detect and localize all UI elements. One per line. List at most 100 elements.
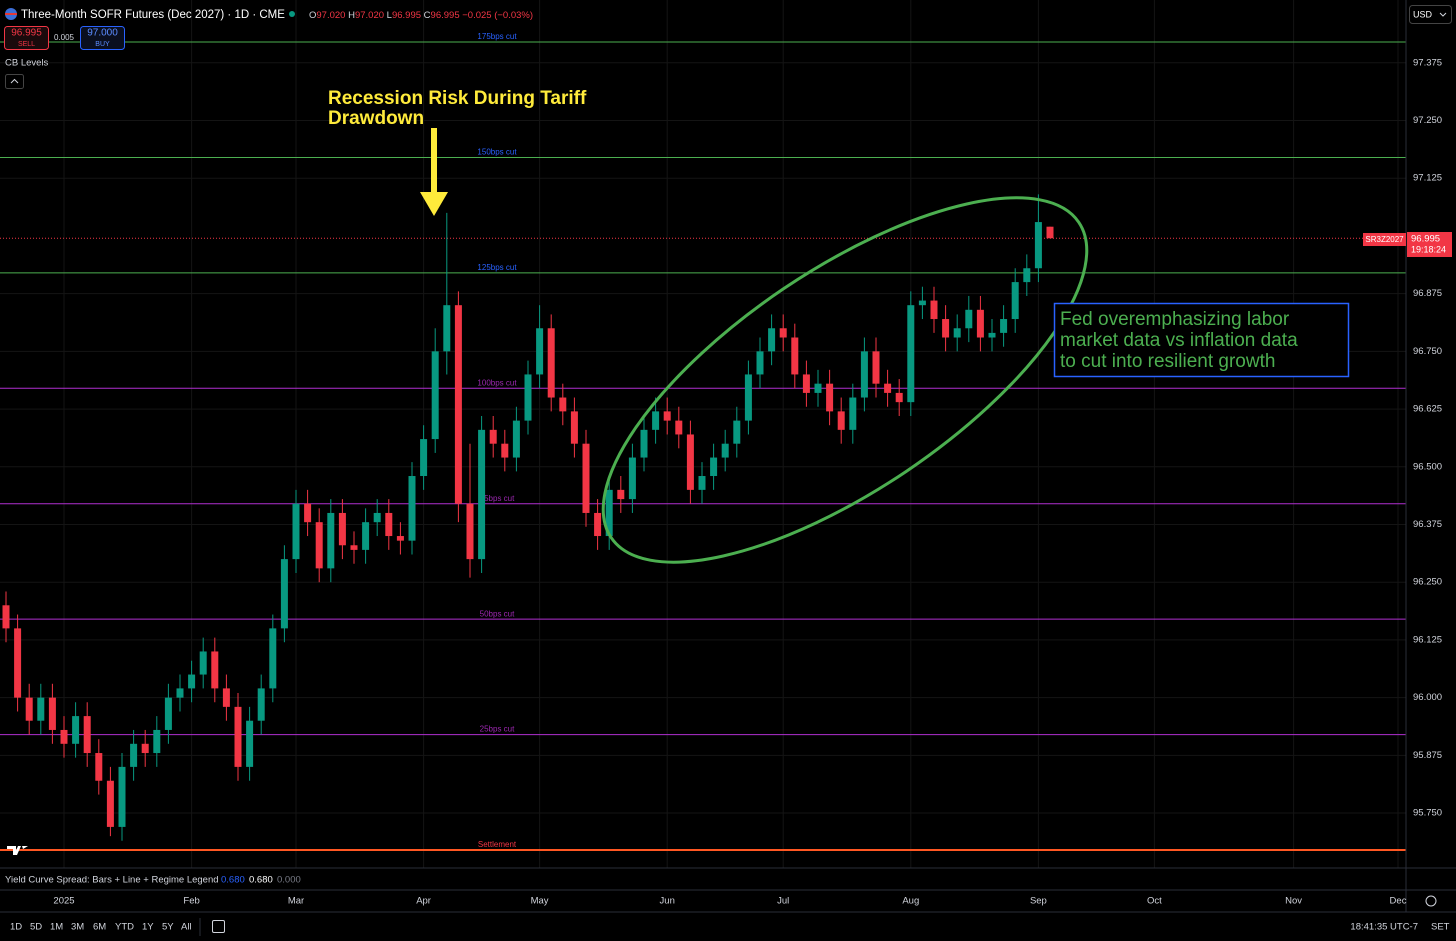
candle-body bbox=[652, 411, 660, 430]
x-tick-label: Aug bbox=[902, 896, 919, 907]
candle-body bbox=[640, 429, 648, 458]
candle-body bbox=[733, 420, 741, 444]
dropdown-icon bbox=[1439, 12, 1447, 17]
ohlc-value: 97.020 bbox=[316, 10, 345, 21]
currency-button[interactable] bbox=[1409, 5, 1452, 24]
y-tick-label: 97.250 bbox=[1413, 115, 1442, 126]
note-box bbox=[1053, 302, 1350, 378]
candle-body bbox=[304, 503, 312, 523]
level-label: 175bps cut bbox=[477, 32, 517, 41]
collapse-button[interactable] bbox=[5, 74, 24, 89]
level-label: 125bps cut bbox=[477, 263, 517, 272]
buy-label: BUY bbox=[95, 41, 110, 48]
pane-value: 0.000 bbox=[277, 875, 301, 886]
candle-body bbox=[536, 328, 544, 375]
candle-body bbox=[814, 383, 822, 393]
candle-body bbox=[663, 411, 671, 421]
y-tick-label: 95.875 bbox=[1413, 750, 1442, 761]
candle-body bbox=[408, 476, 416, 541]
range-button[interactable]: 5Y bbox=[162, 922, 174, 933]
candle-body bbox=[501, 443, 509, 458]
ohlc-value: 97.020 bbox=[355, 10, 384, 21]
note-line: market data vs inflation data bbox=[1060, 330, 1298, 351]
y-tick-label: 96.000 bbox=[1413, 692, 1442, 703]
x-tick-label: Feb bbox=[183, 896, 199, 907]
candle-body bbox=[350, 545, 358, 550]
candle-body bbox=[2, 605, 10, 629]
candle-body bbox=[489, 429, 497, 444]
y-tick-label: 97.375 bbox=[1413, 57, 1442, 68]
candle-body bbox=[315, 522, 323, 569]
candle-body bbox=[257, 688, 265, 721]
candle-body bbox=[130, 743, 138, 767]
ohlc-value: 96.995 bbox=[392, 10, 421, 21]
candle-body bbox=[280, 559, 288, 629]
ohlc-key: L bbox=[387, 10, 392, 21]
candle-body bbox=[594, 512, 602, 537]
candle-body bbox=[454, 305, 462, 504]
candle-body bbox=[1011, 282, 1019, 320]
range-button[interactable]: All bbox=[181, 922, 192, 933]
price-badge bbox=[1407, 232, 1452, 257]
range-button[interactable]: 3M bbox=[71, 922, 84, 933]
indicator-name[interactable]: CB Levels bbox=[5, 58, 49, 69]
clock-icon[interactable] bbox=[1425, 895, 1437, 907]
candle-body bbox=[559, 397, 567, 412]
range-button[interactable]: 1D bbox=[10, 922, 22, 933]
note-line: to cut into resilient growth bbox=[1060, 351, 1275, 372]
symbol-title[interactable]: Three-Month SOFR Futures (Dec 2027) · 1D… bbox=[21, 9, 285, 21]
x-tick-label: Sep bbox=[1030, 896, 1047, 907]
calendar-icon[interactable] bbox=[212, 920, 225, 933]
flag-stripe bbox=[5, 13, 17, 15]
y-tick-label: 96.875 bbox=[1413, 288, 1442, 299]
candle-body bbox=[118, 766, 126, 827]
sell-button[interactable] bbox=[4, 26, 49, 50]
sell-price: 96.995 bbox=[11, 28, 42, 39]
level-label: 100bps cut bbox=[477, 378, 517, 387]
buy-price: 97.000 bbox=[87, 28, 118, 39]
clock[interactable]: 18:41:35 UTC-7 bbox=[1350, 922, 1418, 933]
candle-body bbox=[802, 374, 810, 393]
level-label: 50bps cut bbox=[480, 609, 515, 618]
candle-body bbox=[860, 351, 868, 398]
range-button[interactable]: 1M bbox=[50, 922, 63, 933]
arrow-shaft bbox=[431, 128, 437, 194]
candle-body bbox=[1000, 319, 1008, 333]
candle-body bbox=[965, 309, 973, 329]
candle-body bbox=[327, 512, 335, 569]
candle-body bbox=[1023, 268, 1031, 283]
candle-body bbox=[698, 476, 706, 490]
price-badge-value: 96.995 bbox=[1411, 234, 1440, 245]
range-button[interactable]: YTD bbox=[115, 922, 134, 933]
candle-body bbox=[60, 729, 68, 744]
y-tick-label: 96.375 bbox=[1413, 519, 1442, 530]
candle-body bbox=[779, 328, 787, 338]
candle-body bbox=[582, 443, 590, 513]
range-button[interactable]: 1Y bbox=[142, 922, 154, 933]
buy-button[interactable] bbox=[80, 26, 125, 50]
candle-body bbox=[95, 753, 103, 781]
pane-value: 0.680 bbox=[221, 875, 245, 886]
arrow-head bbox=[420, 192, 448, 216]
y-tick-label: 96.625 bbox=[1413, 404, 1442, 415]
range-button[interactable]: 6M bbox=[93, 922, 106, 933]
level-label: 25bps cut bbox=[480, 725, 515, 734]
x-tick-label: Oct bbox=[1147, 896, 1162, 907]
candle-body bbox=[362, 522, 370, 550]
candle-body bbox=[466, 503, 474, 560]
settings[interactable]: SET bbox=[1431, 922, 1450, 933]
caret-icon bbox=[10, 78, 19, 84]
market-status bbox=[289, 11, 295, 17]
candle-body bbox=[605, 489, 613, 537]
candle-body bbox=[292, 503, 300, 560]
candle-body bbox=[512, 420, 520, 458]
annotation-line: Recession Risk During Tariff bbox=[328, 88, 587, 109]
pane-value: 0.680 bbox=[249, 875, 273, 886]
candle-body bbox=[942, 319, 950, 338]
currency: USD bbox=[1413, 9, 1433, 19]
y-tick-label: 97.125 bbox=[1413, 173, 1442, 184]
range-button[interactable]: 5D bbox=[30, 922, 42, 933]
candle-body bbox=[222, 688, 230, 707]
